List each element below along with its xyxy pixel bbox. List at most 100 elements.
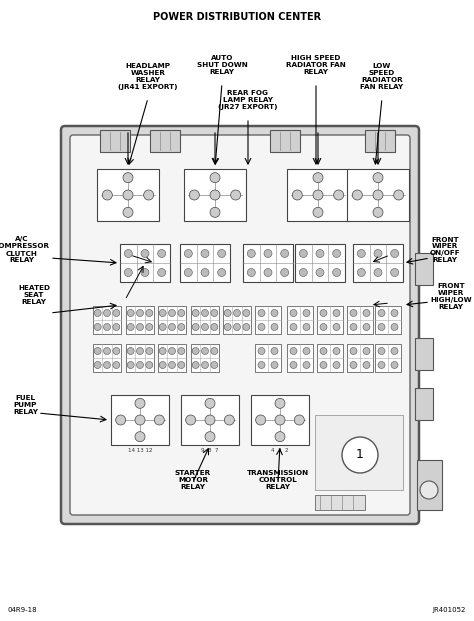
Circle shape — [350, 361, 357, 368]
Circle shape — [210, 207, 220, 217]
Text: REAR FOG
LAMP RELAY
(JR27 EXPORT): REAR FOG LAMP RELAY (JR27 EXPORT) — [218, 90, 278, 110]
Bar — [415, 388, 433, 420]
Circle shape — [320, 309, 327, 317]
Circle shape — [352, 190, 362, 200]
Circle shape — [135, 398, 145, 409]
Circle shape — [201, 268, 209, 276]
Circle shape — [271, 309, 278, 317]
Circle shape — [373, 190, 383, 200]
Circle shape — [124, 250, 132, 258]
Circle shape — [218, 268, 226, 276]
Text: JR401052: JR401052 — [433, 607, 466, 613]
Circle shape — [168, 324, 175, 330]
Circle shape — [124, 268, 132, 276]
Circle shape — [127, 324, 134, 330]
Bar — [255, 306, 281, 334]
Circle shape — [159, 309, 166, 317]
Circle shape — [178, 361, 185, 368]
Circle shape — [333, 348, 340, 355]
Bar — [150, 130, 180, 152]
Circle shape — [357, 268, 365, 276]
Circle shape — [313, 190, 323, 200]
Circle shape — [333, 250, 341, 258]
Bar — [375, 306, 401, 334]
Bar — [181, 395, 239, 445]
Circle shape — [258, 324, 265, 330]
Circle shape — [363, 309, 370, 317]
Circle shape — [271, 348, 278, 355]
Bar — [191, 306, 219, 334]
Circle shape — [320, 348, 327, 355]
Circle shape — [201, 250, 209, 258]
Circle shape — [205, 432, 215, 442]
Circle shape — [113, 324, 120, 330]
Bar — [243, 244, 293, 282]
Circle shape — [363, 324, 370, 330]
Circle shape — [135, 415, 145, 425]
Text: 1: 1 — [356, 448, 364, 461]
Circle shape — [137, 348, 144, 355]
Circle shape — [258, 309, 265, 317]
Bar — [295, 244, 345, 282]
Text: FRONT
WIPER
HIGH/LOW
RELAY: FRONT WIPER HIGH/LOW RELAY — [430, 283, 472, 310]
Circle shape — [258, 361, 265, 368]
Circle shape — [378, 348, 385, 355]
Bar — [347, 344, 373, 372]
Circle shape — [224, 415, 234, 425]
Circle shape — [144, 190, 154, 200]
Circle shape — [103, 348, 110, 355]
Circle shape — [275, 432, 285, 442]
Circle shape — [234, 309, 240, 317]
FancyBboxPatch shape — [61, 126, 419, 524]
Circle shape — [184, 250, 192, 258]
Circle shape — [168, 361, 175, 368]
Circle shape — [146, 324, 153, 330]
Circle shape — [292, 190, 302, 200]
Bar — [120, 244, 170, 282]
Circle shape — [363, 348, 370, 355]
Circle shape — [103, 309, 110, 317]
Circle shape — [420, 481, 438, 499]
Bar — [93, 306, 121, 334]
Circle shape — [294, 415, 304, 425]
Bar — [251, 395, 309, 445]
Circle shape — [146, 348, 153, 355]
Circle shape — [168, 309, 175, 317]
Circle shape — [394, 190, 404, 200]
Circle shape — [127, 309, 134, 317]
Circle shape — [275, 415, 285, 425]
Circle shape — [391, 324, 398, 330]
Circle shape — [391, 309, 398, 317]
Circle shape — [184, 268, 192, 276]
Circle shape — [137, 309, 144, 317]
Circle shape — [374, 268, 382, 276]
Circle shape — [363, 361, 370, 368]
Circle shape — [378, 361, 385, 368]
Circle shape — [247, 250, 255, 258]
Circle shape — [378, 309, 385, 317]
Bar — [317, 306, 343, 334]
Circle shape — [159, 348, 166, 355]
Circle shape — [281, 250, 289, 258]
Bar — [353, 244, 403, 282]
Circle shape — [350, 324, 357, 330]
Circle shape — [186, 415, 196, 425]
Circle shape — [178, 309, 185, 317]
FancyBboxPatch shape — [70, 135, 410, 515]
Circle shape — [224, 309, 231, 317]
Bar — [93, 344, 121, 372]
Circle shape — [123, 173, 133, 183]
Circle shape — [135, 432, 145, 442]
Circle shape — [192, 309, 199, 317]
Circle shape — [211, 309, 218, 317]
Circle shape — [178, 348, 185, 355]
Bar — [97, 169, 159, 221]
Circle shape — [316, 268, 324, 276]
Circle shape — [103, 324, 110, 330]
Circle shape — [350, 348, 357, 355]
Bar — [184, 169, 246, 221]
Circle shape — [271, 361, 278, 368]
Circle shape — [113, 309, 120, 317]
Circle shape — [192, 361, 199, 368]
Bar — [100, 130, 130, 152]
